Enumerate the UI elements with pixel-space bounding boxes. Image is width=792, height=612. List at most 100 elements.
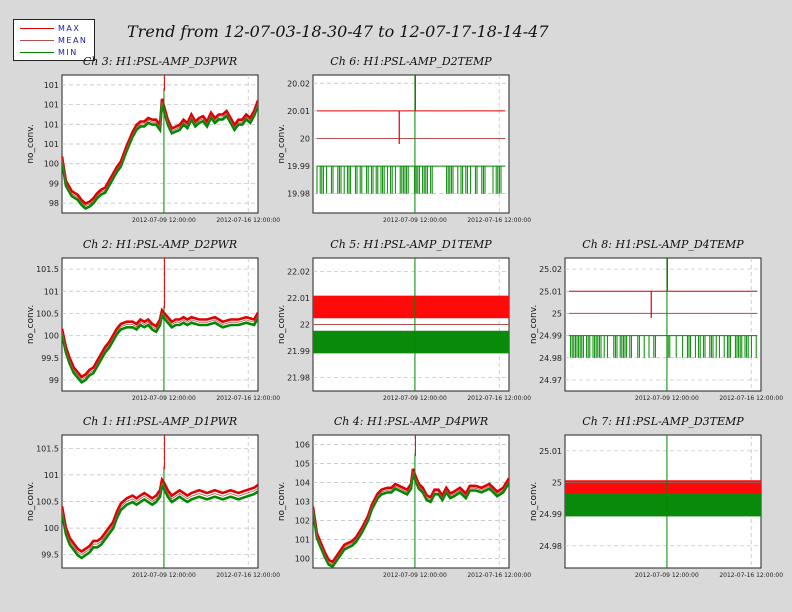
legend-swatch-max xyxy=(20,28,54,29)
x-tick-label: 2012-07-09 12:00:00 xyxy=(635,395,699,402)
y-axis-label: no_conv. xyxy=(26,482,36,521)
y-tick-label: 22 xyxy=(300,321,310,330)
y-axis-label: no_conv. xyxy=(277,305,287,344)
y-tick-label: 103 xyxy=(295,498,310,507)
plot-title: Ch 6: H1:PSL-AMP_D2TEMP xyxy=(330,55,492,68)
plot-area xyxy=(312,74,510,214)
y-tick-label: 21.99 xyxy=(287,347,310,356)
plot-title: Ch 3: H1:PSL-AMP_D3PWR xyxy=(83,55,237,68)
y-tick-label: 20.01 xyxy=(287,107,310,116)
series-max xyxy=(313,468,509,564)
x-tick-label: 2012-07-09 12:00:00 xyxy=(132,395,196,402)
y-axis-label: no_conv. xyxy=(26,305,36,344)
legend-label-min: MIN xyxy=(58,48,78,57)
y-tick-label: 19.98 xyxy=(287,190,310,199)
y-tick-label: 100 xyxy=(44,160,59,169)
y-tick-label: 22.02 xyxy=(287,267,310,276)
y-tick-label: 101 xyxy=(44,81,59,90)
plot-title: Ch 5: H1:PSL-AMP_D1TEMP xyxy=(330,238,492,251)
y-tick-label: 19.99 xyxy=(287,162,310,171)
y-tick-label: 102 xyxy=(295,517,310,526)
data-layer xyxy=(316,75,505,213)
y-tick-label: 100 xyxy=(44,524,59,533)
series-mean xyxy=(62,481,258,556)
data-layer xyxy=(313,258,509,391)
y-axis-label: no_conv. xyxy=(277,124,287,163)
y-tick-label: 98 xyxy=(49,199,59,208)
x-tick-label: 2012-07-16 12:00:00 xyxy=(467,217,531,224)
page-title: Trend from 12-07-03-18-30-47 to 12-07-17… xyxy=(127,22,549,41)
y-tick-label: 99 xyxy=(49,376,59,385)
y-tick-label: 20 xyxy=(300,134,310,143)
legend-swatch-min xyxy=(20,52,54,53)
data-layer xyxy=(62,75,258,213)
y-tick-label: 99.5 xyxy=(41,354,59,363)
x-tick-label: 2012-07-16 12:00:00 xyxy=(216,572,280,579)
series-max xyxy=(313,295,509,319)
y-tick-label: 24.99 xyxy=(539,510,562,519)
y-tick-label: 106 xyxy=(295,441,310,450)
x-tick-label: 2012-07-16 12:00:00 xyxy=(216,217,280,224)
data-layer xyxy=(565,435,761,568)
legend: MAX MEAN MIN xyxy=(13,19,95,61)
y-tick-label: 100 xyxy=(44,332,59,341)
plot-title: Ch 4: H1:PSL-AMP_D4PWR xyxy=(334,415,488,428)
y-tick-label: 22.01 xyxy=(287,294,310,303)
data-layer xyxy=(313,435,509,568)
plot-area xyxy=(564,257,762,392)
legend-label-mean: MEAN xyxy=(58,36,88,45)
y-tick-label: 101 xyxy=(44,471,59,480)
y-axis-label: no_conv. xyxy=(529,482,539,521)
y-axis-label: no_conv. xyxy=(529,305,539,344)
data-layer xyxy=(62,435,258,568)
plot-5: Ch 8: H1:PSL-AMP_D4TEMP 24.97 24.98 24.99 25… xyxy=(529,238,783,402)
x-tick-label: 2012-07-16 12:00:00 xyxy=(467,395,531,402)
plot-title: Ch 8: H1:PSL-AMP_D4TEMP xyxy=(582,238,744,251)
series-max xyxy=(62,476,258,554)
y-tick-label: 20.02 xyxy=(287,79,310,88)
series-min xyxy=(62,482,258,560)
plot-7: Ch 4: H1:PSL-AMP_D4PWR 100 101 102 103 104 105… xyxy=(277,415,531,579)
series-mean xyxy=(62,312,258,381)
y-tick-label: 99 xyxy=(49,179,59,188)
plot-1: Ch 3: H1:PSL-AMP_D3PWR 98 99 100 101 101 101 10… xyxy=(26,55,280,224)
data-layer xyxy=(62,258,258,391)
y-tick-label: 101.5 xyxy=(36,444,59,453)
y-tick-label: 25 xyxy=(552,309,562,318)
x-tick-label: 2012-07-09 12:00:00 xyxy=(635,572,699,579)
y-tick-label: 101 xyxy=(44,287,59,296)
x-tick-label: 2012-07-09 12:00:00 xyxy=(383,395,447,402)
plot-2: Ch 6: H1:PSL-AMP_D2TEMP 19.98 19.99 20 20.01… xyxy=(277,55,531,224)
data-layer xyxy=(569,258,757,391)
y-tick-label: 100.5 xyxy=(36,309,59,318)
plot-title: Ch 1: H1:PSL-AMP_D1PWR xyxy=(83,415,237,428)
x-tick-label: 2012-07-09 12:00:00 xyxy=(383,572,447,579)
x-tick-label: 2012-07-16 12:00:00 xyxy=(467,572,531,579)
x-tick-label: 2012-07-16 12:00:00 xyxy=(216,395,280,402)
series-min xyxy=(313,330,509,354)
plot-8: Ch 7: H1:PSL-AMP_D3TEMP 24.98 24.99 25 25.01… xyxy=(529,415,783,579)
y-axis-label: no_conv. xyxy=(26,124,36,163)
y-tick-label: 101 xyxy=(44,120,59,129)
y-tick-label: 21.98 xyxy=(287,374,310,383)
y-tick-label: 100.5 xyxy=(36,498,59,507)
x-tick-label: 2012-07-16 12:00:00 xyxy=(719,572,783,579)
y-tick-label: 24.98 xyxy=(539,354,562,363)
legend-item-max: MAX xyxy=(14,23,94,35)
y-tick-label: 100 xyxy=(295,555,310,564)
series-max xyxy=(62,307,258,379)
legend-item-min: MIN xyxy=(14,47,94,59)
plot-title: Ch 2: H1:PSL-AMP_D2PWR xyxy=(83,238,237,251)
series-min xyxy=(565,493,761,517)
y-axis-label: no_conv. xyxy=(277,482,287,521)
plot-6: Ch 1: H1:PSL-AMP_D1PWR 99.5 100 100.5 101 101… xyxy=(26,415,280,579)
x-tick-label: 2012-07-09 12:00:00 xyxy=(132,217,196,224)
x-tick-label: 2012-07-16 12:00:00 xyxy=(719,395,783,402)
legend-label-max: MAX xyxy=(58,24,81,33)
y-tick-label: 104 xyxy=(295,479,310,488)
y-tick-label: 25 xyxy=(552,479,562,488)
y-tick-label: 24.98 xyxy=(539,542,562,551)
plot-title: Ch 7: H1:PSL-AMP_D3TEMP xyxy=(582,415,744,428)
y-tick-label: 105 xyxy=(295,460,310,469)
